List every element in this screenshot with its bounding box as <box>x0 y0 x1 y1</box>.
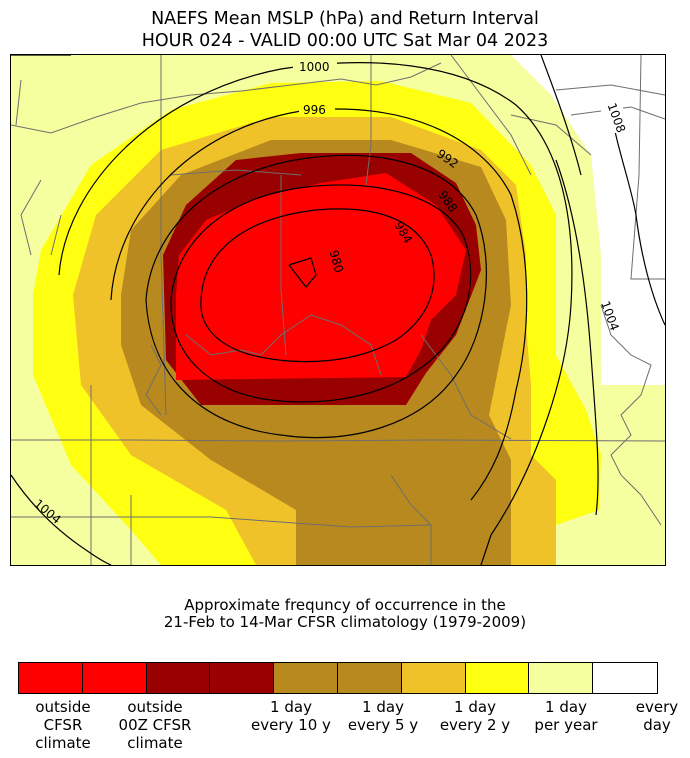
colorbar-swatch <box>146 663 211 693</box>
colorbar-swatch <box>274 663 338 693</box>
colorbar-label: every day <box>635 698 679 734</box>
isobar-988 <box>170 184 472 403</box>
isobar-996 <box>110 108 528 501</box>
region-every-day <box>511 55 665 385</box>
isobar-980 <box>288 257 317 288</box>
colorbar-label: outside 00Z CFSR climate <box>118 698 192 752</box>
contour-label-1004-left: 1004 <box>31 496 63 526</box>
political-borders <box>11 55 665 565</box>
contour-label-996: 996 <box>303 103 326 117</box>
map-title-line1: NAEFS Mean MSLP (hPa) and Return Interva… <box>151 9 539 29</box>
colorbar <box>18 662 658 694</box>
colorbar-label: 1 day every 10 y <box>251 698 331 734</box>
isobars <box>11 55 665 565</box>
region-outside-cfsr <box>176 173 466 380</box>
contour-label-980: 980 <box>327 249 346 275</box>
colorbar-swatch <box>210 663 275 693</box>
isobar-1004-left <box>11 474 112 565</box>
map-panel: 1000 996 992 988 984 980 1008 1004 1004 <box>10 54 666 566</box>
colorbar-label: 1 day every 2 y <box>439 698 511 734</box>
colorbar-label: outside CFSR climate <box>35 698 91 752</box>
colorbar-swatch <box>465 663 530 693</box>
map-canvas: 1000 996 992 988 984 980 1008 1004 1004 <box>11 55 665 565</box>
legend-caption-line1: Approximate frequncy of occurrence in th… <box>184 596 506 614</box>
contour-label-1000: 1000 <box>299 60 330 74</box>
map-title-line2: HOUR 024 - VALID 00:00 UTC Sat Mar 04 20… <box>141 31 549 51</box>
isobar-992 <box>145 154 488 439</box>
isobar-1008 <box>610 109 665 326</box>
colorbar-label: 1 day per year <box>534 698 598 734</box>
isobar-984 <box>200 208 435 363</box>
colorbar-swatch <box>19 663 83 693</box>
isobar-1004-right <box>555 159 599 516</box>
colorbar-swatch <box>401 663 466 693</box>
colorbar-swatch <box>82 663 147 693</box>
colorbar-swatch <box>337 663 402 693</box>
colorbar-swatch <box>529 663 594 693</box>
isobar-1000 <box>58 62 573 565</box>
colorbar-swatch <box>593 663 657 693</box>
legend-caption-line2: 21-Feb to 14-Mar CFSR climatology (1979-… <box>163 613 527 631</box>
colorbar-label: 1 day every 5 y <box>347 698 419 734</box>
